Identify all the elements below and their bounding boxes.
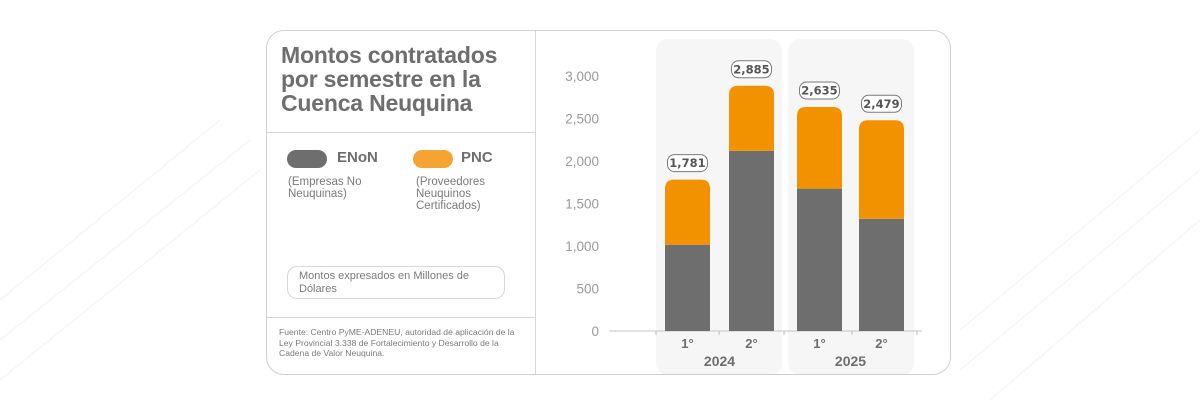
infographic-card: Montos contratados por semestre en la Cu… [266,30,951,375]
x-tick-label: 2° [875,336,887,351]
y-tick-label: 1,000 [565,239,599,254]
x-group-label: 2024 [704,353,735,369]
divider [267,132,535,133]
y-tick-label: 2,000 [565,154,599,169]
legend-label-enon: ENoN [337,149,378,166]
y-tick-label: 3,000 [565,69,599,84]
total-label: 1,781 [669,156,705,170]
bar-enon [859,218,904,331]
bar-pnc [665,179,710,245]
bar-pnc [859,120,904,219]
legend-label-pnc: PNC [461,149,493,166]
total-label-badge [731,60,772,79]
x-group-label: 2025 [835,353,866,369]
total-label-badge [667,154,708,173]
y-tick-label: 0 [591,324,599,339]
total-label: 2,885 [733,62,769,76]
info-panel: Montos contratados por semestre en la Cu… [267,31,536,374]
legend-swatch-pnc [413,150,453,168]
x-tick-label: 1° [813,336,825,351]
y-tick-label: 2,500 [565,112,599,127]
bar-pnc [729,85,774,151]
x-tick-label: 1° [681,336,693,351]
units-note: Montos expresados en Millones de Dólares [287,266,505,299]
total-label-badge [861,94,902,113]
source-note: Fuente: Centro PyME-ADENEU, autoridad de… [279,327,515,358]
legend-desc-pnc: (Proveedores Neuquinos Certificados) [416,176,486,212]
bar-enon [797,188,842,331]
divider [267,317,535,318]
y-tick-label: 1,500 [565,197,599,212]
stacked-bar-chart: 0 500 1,000 1,500 2,000 2,500 3,000 1,781 2,885… [565,39,922,374]
y-tick-label: 500 [576,282,599,297]
chart-title: Montos contratados por semestre en la Cu… [281,42,498,116]
legend-swatch-enon [287,150,327,168]
bar-pnc [797,107,842,189]
legend-desc-enon: (Empresas No Neuquinas) [288,176,362,200]
total-label-badge [799,81,840,100]
x-tick-label: 2° [745,336,757,351]
total-label: 2,479 [863,97,899,111]
total-label: 2,635 [801,84,837,98]
bar-enon [665,244,710,331]
bar-enon [729,150,774,331]
